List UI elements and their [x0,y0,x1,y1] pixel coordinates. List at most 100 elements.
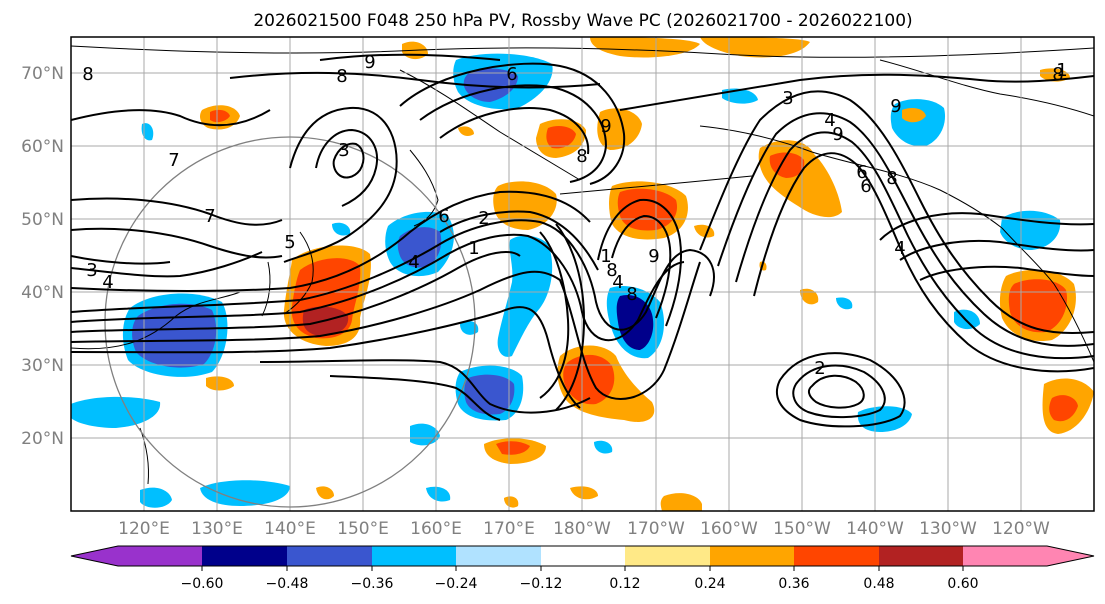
contour-label: 2 [478,208,489,229]
anomaly-neg-west-siberia [141,123,154,141]
contour-label: 9 [648,246,659,267]
pv-contour-arctic-8 [229,71,601,89]
contour-label: 1 [600,246,611,267]
contour-label: 8 [1052,64,1063,85]
anomaly-pos-east-pacific-sub-core [1049,395,1078,422]
anomaly-neg-mid-pacific-small [460,321,479,335]
contour-label: 6 [856,162,867,183]
contour-label: 9 [890,96,901,117]
colorbar-tick-label: −0.12 [520,576,563,592]
coastline-siberia [399,69,581,181]
contour-label: 4 [612,272,623,293]
colorbar-segment [372,546,456,566]
contour-label: 7 [168,150,179,171]
colorbar-tick-label: −0.36 [351,576,394,592]
lat-label-30n: 30°N [21,356,64,376]
pv-contour-cutoff-low-mid [792,364,886,419]
contour-label: 4 [102,272,113,293]
lon-label-130w: 130°W [919,519,977,539]
pv-contour-west-7 [71,197,283,226]
pv-contour-3-jet-core-c [71,251,521,333]
lon-label-150e: 150°E [337,519,389,539]
anomaly-pos-arctic-top [590,37,700,58]
anomaly-neg-east-pacific-small [836,297,853,310]
colorbar-tick-label: 0.48 [863,576,894,592]
pv-contour-4-outer-a [71,261,701,400]
anomaly-pos-bering-core [546,126,576,149]
coastline-aleutians [559,175,753,195]
anomaly-pos-tropical-a [660,493,702,511]
pv-contour-west-4 [71,251,263,278]
lat-label-70n: 70°N [21,64,64,84]
lat-label-60n: 60°N [21,137,64,157]
pv-contour-ridge-alaska-a [699,90,1094,335]
contour-label: 6 [438,206,449,227]
pv-contour-subtropical-wave-b [611,214,672,319]
pv-contour-west-6 [71,227,283,259]
contour-label: 1 [468,238,479,259]
anomaly-pos-siberia-west-core [210,109,230,123]
lat-label-50n: 50°N [21,210,64,230]
lon-label-180w: 180°W [553,519,611,539]
pv-contour-cutoff-low-outer [775,352,906,428]
map-frame [70,36,1095,512]
colorbar-over-triangle [1047,546,1094,566]
colorbar-segment [963,546,1047,566]
contour-label: 8 [82,64,93,85]
anomaly-pos-tropical-b [316,486,334,500]
pv-contour-6-south-b [329,375,501,421]
anomaly-neg-subtropical-pacific-strip [497,235,553,357]
pv-contour-mid-pacific-1 [539,231,570,399]
longitude-labels: 120°E 130°E 140°E 150°E 160°E 170°E 180°… [118,519,1050,539]
pv-contour-ridge-bering-a [399,62,626,185]
anomaly-neg-subtropical-west-pacific-core [464,374,515,415]
pv-contour-west-3 [71,255,171,265]
colorbar-segment [202,546,287,566]
colorbar: −0.60 −0.48 −0.36 −0.24 −0.12 0.12 0.24 … [70,545,1095,592]
anomaly-pos-tropical-c [570,486,598,500]
latitude-labels: 70°N 60°N 50°N 40°N 30°N 20°N [21,64,64,449]
pv-contour-ridge-alaska-c [735,131,1094,360]
coastline-canada [879,59,1094,117]
lon-label-150w: 150°W [773,519,831,539]
anomaly-neg-philippines [71,396,161,428]
anomaly-neg-pacific-nw [1000,210,1061,250]
colorbar-tick-label: 0.24 [694,576,725,592]
pv-contour-subtropical-wave-a [597,198,683,327]
anomaly-neg-tropical-1 [200,480,290,506]
contour-label: 8 [886,168,897,189]
pv-contour-trough-loop-core [332,142,365,179]
contour-label: 3 [86,260,97,281]
colorbar-segment [710,546,794,566]
coastline-alaska [699,125,1003,229]
pv-contour-ridge-alaska-b [717,112,1094,347]
contour-label: 9 [832,124,843,145]
lon-label-160w: 160°W [700,519,758,539]
colorbar-ticks [201,566,964,571]
pv-contour-east-trough-b [899,239,1094,261]
colorbar-segment [118,546,202,566]
lon-label-170w: 170°W [627,519,685,539]
anomaly-neg-tropical-3 [426,486,451,502]
pv-contour-4-outer-b [71,306,581,409]
pv-contour-cutoff-low-inner [807,374,865,409]
colorbar-tick-label: −0.48 [266,576,309,592]
positive-anomaly-fills [200,37,1094,511]
contour-label: 8 [606,260,617,281]
lon-label-140w: 140°W [846,519,904,539]
contour-label: 1 [1056,60,1067,81]
pv-contour-arctic-east [619,73,1094,111]
colorbar-tick-label: 0.36 [778,576,809,592]
colorbar-segment [456,546,541,566]
coastline-japan [283,231,314,315]
pv-contour-5-south-a [259,359,591,414]
coastline-kamchatka [409,149,439,227]
contour-label: 9 [364,52,375,73]
anomaly-pos-dateline-north-core [617,188,678,231]
pv-contour-ridge-alaska-d [753,152,1094,373]
pv-contour-2-north-ridge [71,190,591,292]
colorbar-segment [625,546,710,566]
anomaly-pos-arctic-top-2 [700,37,810,58]
anomaly-neg-japan-small [332,222,351,236]
